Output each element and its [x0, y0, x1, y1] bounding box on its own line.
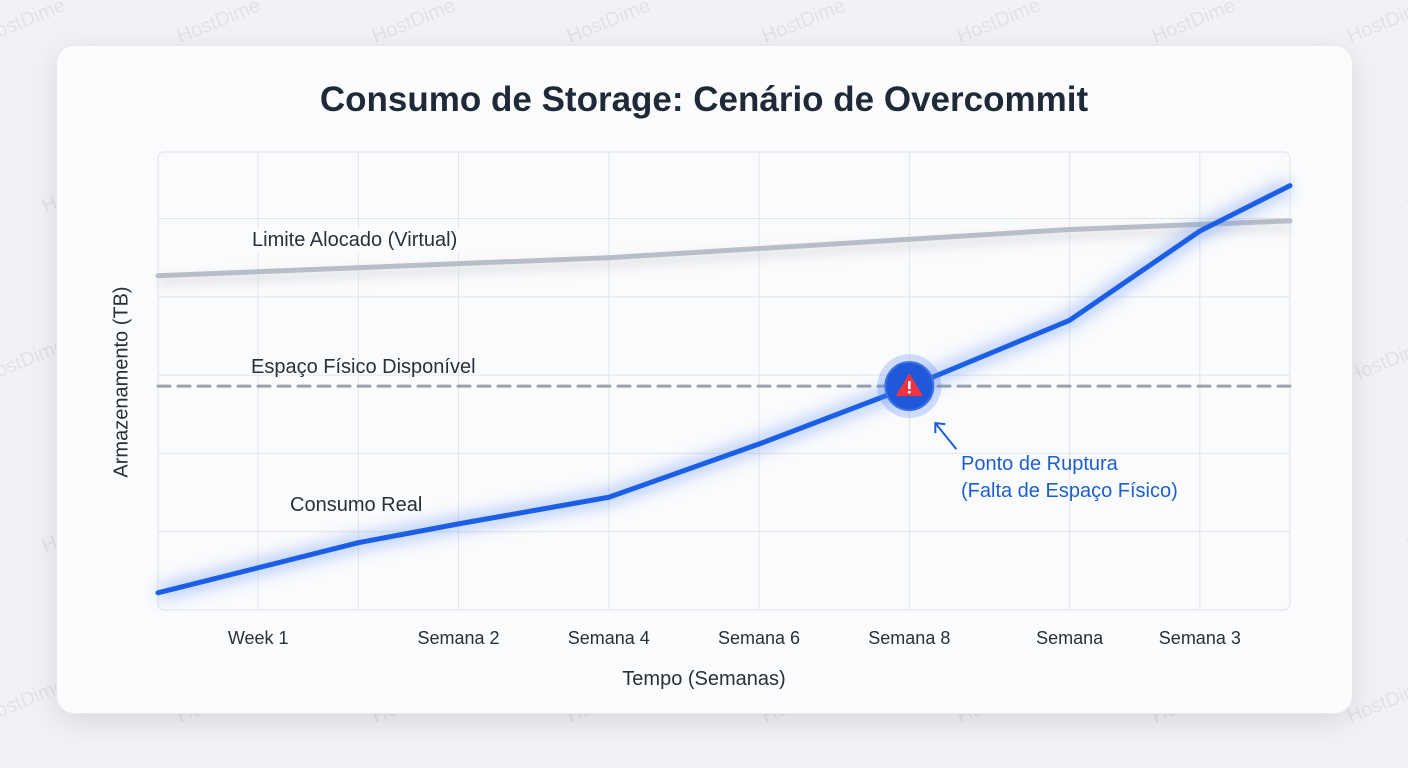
- annotation-line-2: (Falta de Espaço Físico): [961, 480, 1178, 502]
- series-line-consumo-real: [155, 183, 1293, 596]
- x-tick-label: Semana 3: [1158, 628, 1241, 648]
- annotation-ruptura: Ponto de Ruptura (Falta de Espaço Físico…: [961, 451, 1178, 505]
- chart-title: Consumo de Storage: Cenário de Overcommi…: [319, 80, 1089, 119]
- x-tick-label: Semana 8: [868, 628, 951, 648]
- annotation-arrow: [934, 422, 958, 450]
- x-tick-label: Semana 6: [718, 628, 801, 648]
- annotation-arrowhead: [934, 421, 946, 434]
- x-tick-label: Semana 2: [417, 628, 500, 648]
- x-tick-label: Semana: [1036, 628, 1104, 648]
- warning-icon-bar: [908, 381, 911, 390]
- series-label-consumo: Consumo Real: [290, 494, 423, 516]
- plot-area: [157, 151, 1291, 611]
- warning-icon-dot: [907, 390, 911, 394]
- series-label-limite: Limite Alocado (Virtual): [252, 229, 466, 252]
- annotation-line-1: Ponto de Ruptura: [961, 453, 1118, 475]
- x-axis-label: Tempo (Semanas): [622, 668, 786, 690]
- y-axis-label: Armazenamento (TB): [110, 286, 133, 478]
- series-line-limite-alocado-virtual-: [155, 218, 1293, 279]
- x-tick-label: Week 1: [227, 628, 289, 648]
- limite-shadow: [157, 222, 1291, 286]
- series-label-fisico: Espaço Físico Disponível: [251, 356, 476, 378]
- x-tick-label: Semana 4: [567, 628, 650, 648]
